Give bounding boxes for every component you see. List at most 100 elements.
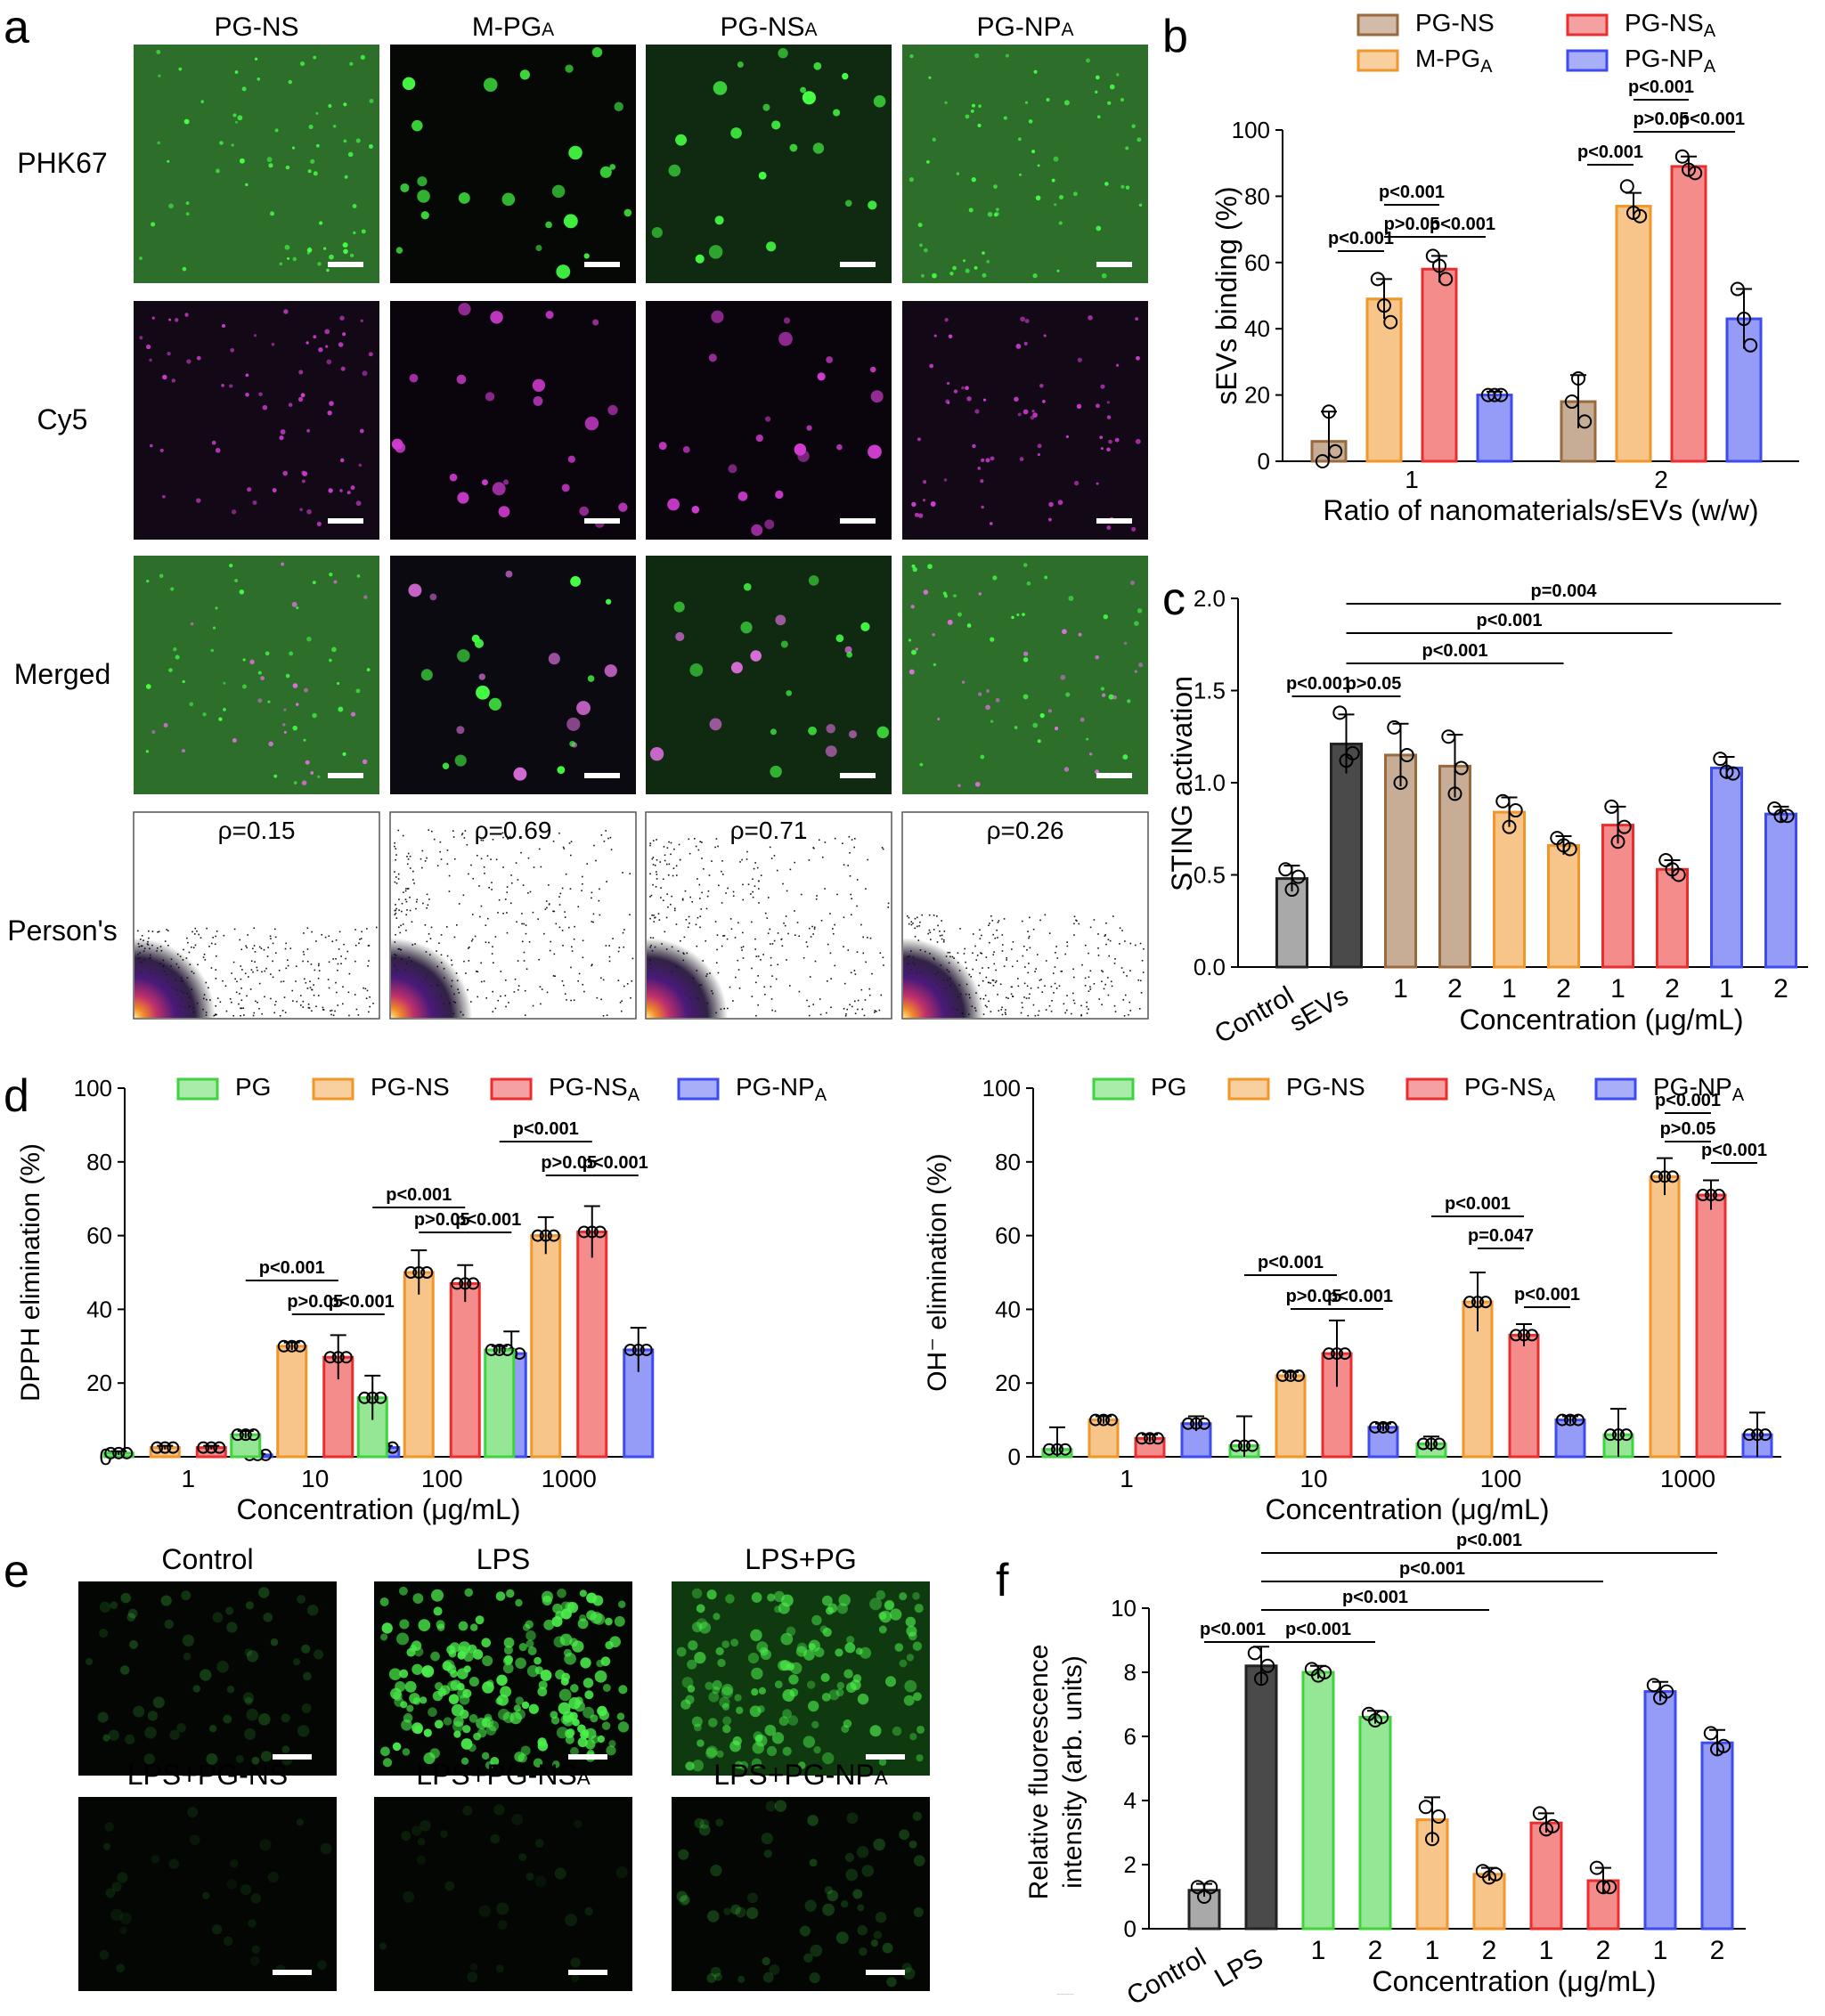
micrograph-particle [1019,457,1024,461]
scale-bar [584,518,620,524]
column-header-0-main: PG-NS [214,12,298,42]
scatter-point [699,841,702,843]
scatter-point [882,848,884,850]
cell [533,1758,543,1768]
scatter-point [1109,939,1112,942]
micrograph-particle [1099,435,1104,440]
micrograph-particle [789,143,798,152]
scatter-point [571,950,574,952]
scatter-point [570,966,572,969]
micrograph-particle [271,342,275,346]
scatter-point [446,863,449,866]
scatter-point [1039,919,1041,922]
cell [420,1820,431,1832]
micrograph-particle [352,204,357,208]
micrograph-particle [1032,722,1039,728]
cell [105,1888,116,1898]
micrograph-bg [134,301,379,540]
scatter-point [608,960,611,963]
micrograph-particle [293,781,297,784]
micrograph-particle [161,494,166,499]
scatter-point [626,983,629,985]
micrograph-particle [219,141,224,145]
cell [482,1681,494,1694]
cell [240,1884,252,1896]
micrograph-particle [808,726,817,736]
scatter-point [1084,977,1087,980]
x-axis-title: Ratio of nanomaterials/sEVs (w/w) [1323,494,1758,526]
micrograph-bg [902,556,1148,794]
micrograph-particle [965,114,970,119]
scatter-point [544,908,547,910]
micrograph-particle [481,479,488,486]
cell [913,1692,922,1702]
y-tick-label: 40 [86,1296,112,1322]
cell [835,1688,844,1697]
scatter-point [554,975,556,978]
scatter-point [862,936,865,939]
legend-label: PG [235,1073,271,1101]
scatter-point [1119,943,1120,945]
micrograph-particle [860,622,870,632]
scatter-point [571,946,573,948]
micrograph-particle [247,487,252,492]
scatter-point [856,905,858,907]
x-axis-title: Concentration (μg/mL) [1459,1004,1743,1036]
micrograph-particle [186,359,191,364]
micrograph-particle [923,480,927,484]
cell [151,1855,159,1864]
cell [738,1760,749,1770]
scatter-point [830,978,832,980]
scatter-point [834,964,836,967]
micrograph-particle [260,676,265,680]
scatter-point [1107,939,1110,940]
cell [490,1757,500,1767]
cell [899,1659,908,1668]
cell [838,1594,851,1606]
micrograph-particle [1022,657,1029,663]
scatter-point [413,882,415,884]
scatter-point [272,942,274,945]
data-point [467,1277,480,1290]
cell [803,1953,813,1963]
scatter-point [548,884,550,886]
cell [706,1589,717,1600]
scatter-point [313,984,314,986]
scatter-point [464,830,467,832]
cell [680,1894,690,1905]
micrograph-2-1 [390,556,636,794]
micrograph-particle [1037,443,1042,449]
legend-text: PG [1151,1073,1186,1101]
micrograph-particle [770,728,777,736]
cell [482,1655,493,1667]
scatter-point [453,858,456,860]
scatter-point [862,952,865,955]
cell [417,1838,426,1846]
micrograph-particle [915,647,918,651]
cell [809,1858,818,1867]
cell [605,1640,614,1650]
micrograph-particle [971,103,976,108]
cell [614,1615,625,1627]
scatter-point [887,902,890,905]
scatter-point [1138,1008,1141,1010]
data-point [1051,1443,1063,1456]
micrograph-e-3 [78,1797,337,1991]
micrograph-particle [942,591,947,596]
scatter-point [1084,985,1087,987]
panel-letter-e: e [4,1546,29,1597]
micrograph-particle [1137,137,1142,142]
row-label-0: PHK67 [17,147,107,179]
data-point [1425,248,1440,264]
bar [1700,1741,1734,1931]
scatter-point [881,847,884,849]
scatter-point [619,1002,622,1004]
cell [119,1912,132,1925]
cell [526,1630,536,1641]
cell [590,1714,599,1723]
scatter-point [1071,1012,1072,1015]
micrograph-particle [1095,90,1098,94]
scatter-point [582,956,584,959]
cell [206,1753,218,1765]
bar [1275,1374,1307,1459]
